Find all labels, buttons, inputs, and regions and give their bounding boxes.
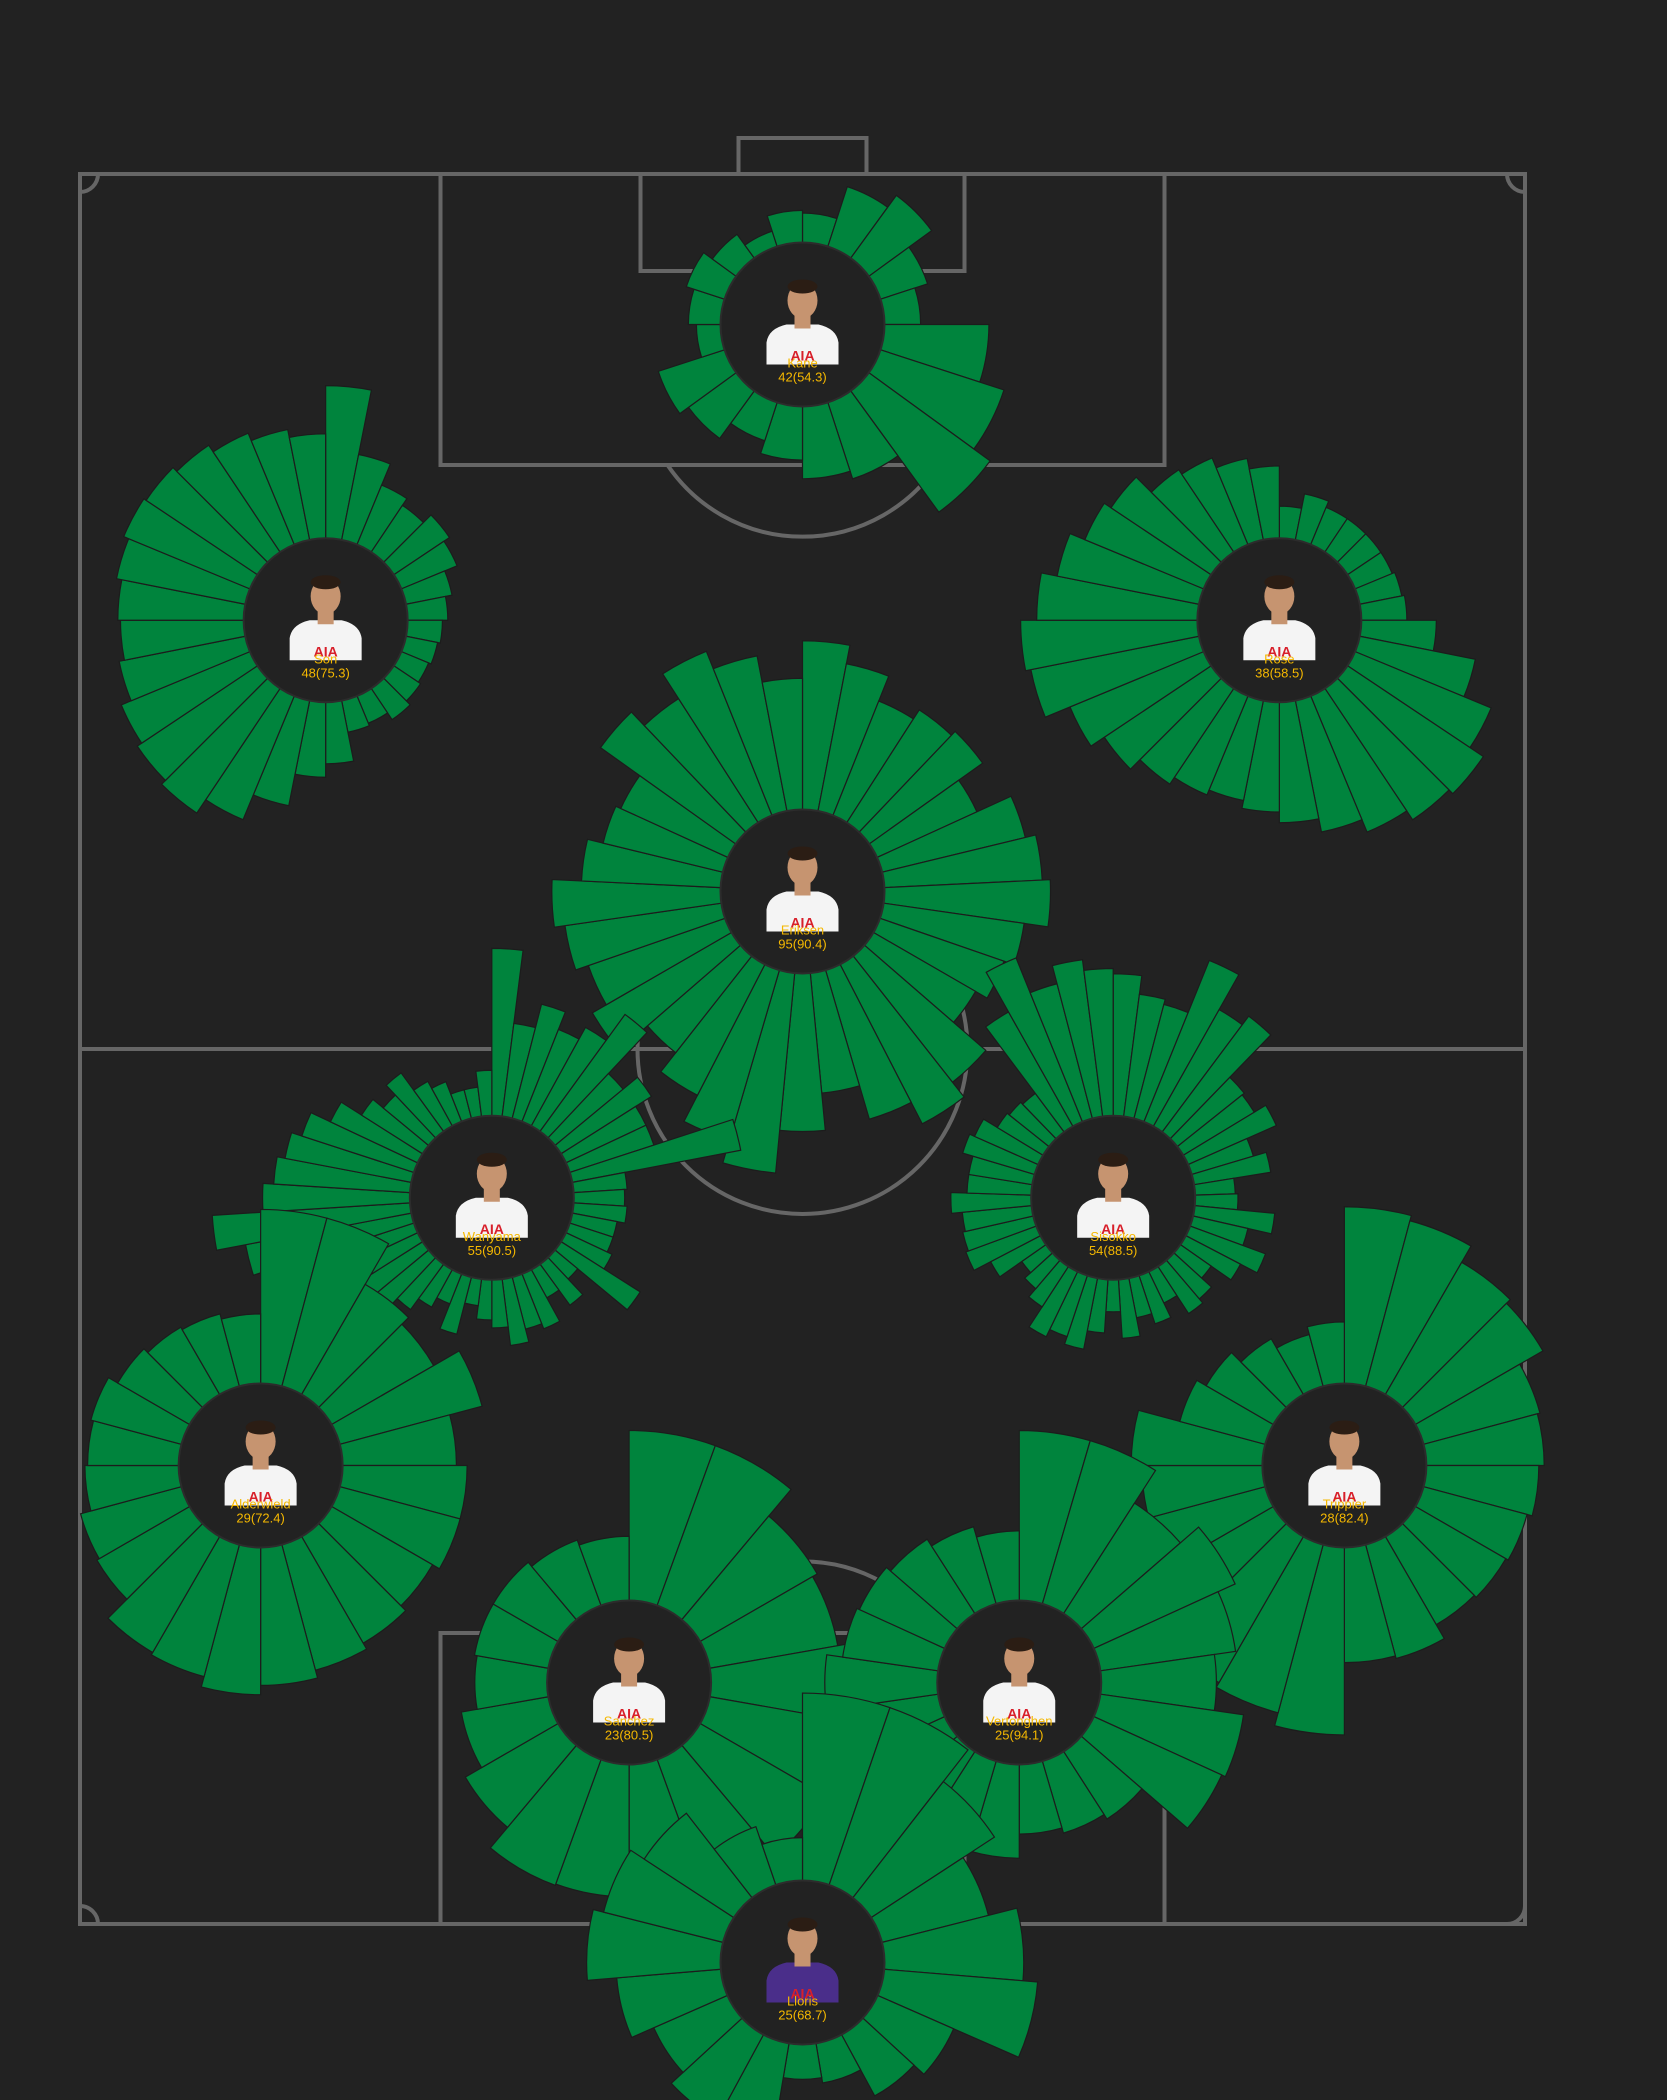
sponsor-logo: AIA (480, 1221, 504, 1237)
player-shirt (1243, 620, 1316, 661)
player-stat: 54(88.5) (1089, 1243, 1137, 1258)
player-neck (621, 1672, 638, 1687)
sponsor-logo: AIA (790, 348, 814, 364)
player-shirt (983, 1682, 1056, 1723)
player-name: Trippier (1323, 1497, 1367, 1512)
player-hair (245, 1420, 276, 1435)
player-name: Wanyama (463, 1229, 522, 1244)
player-neck (1105, 1187, 1122, 1202)
player-stat: 29(72.4) (236, 1511, 284, 1526)
player-stat: 25(94.1) (995, 1728, 1043, 1743)
player-shirt (1308, 1465, 1381, 1506)
player-hair (1264, 575, 1295, 590)
top-goal (736, 136, 869, 176)
player-shirt (593, 1682, 666, 1723)
corner-arc-bottom-right (1506, 1905, 1527, 1926)
top-penalty-arc (665, 463, 940, 539)
player-neck (1271, 610, 1288, 625)
player-avatar: AIA (1077, 1152, 1150, 1238)
radial-bar (782, 2042, 823, 2080)
player-neck (1011, 1672, 1028, 1687)
corner-arc-top-left (79, 173, 100, 194)
player-hair (787, 846, 818, 861)
player-shirt (224, 1465, 297, 1506)
sponsor-logo: AIA (790, 1986, 814, 2002)
sponsor-logo: AIA (1267, 643, 1291, 659)
sponsor-logo: AIA (314, 643, 338, 659)
player-hair (1098, 1152, 1129, 1167)
player-name: Son (314, 651, 337, 666)
player-hair (787, 1917, 818, 1932)
player-hair (476, 1152, 507, 1167)
player-neck (1336, 1455, 1353, 1470)
sponsor-logo: AIA (1332, 1489, 1356, 1505)
player-neck (794, 1952, 811, 1967)
player-avatar: AIA (224, 1420, 297, 1506)
player-avatar: AIA (1308, 1420, 1381, 1506)
corner-arc-bottom-left (79, 1904, 100, 1925)
player-name: Sisokko (1090, 1229, 1136, 1244)
player-neck (794, 881, 811, 896)
player-neck (252, 1455, 269, 1470)
player-shirt (455, 1197, 528, 1238)
player-hair (614, 1637, 645, 1652)
player-stat: 95(90.4) (778, 937, 826, 952)
player-shirt (766, 891, 839, 932)
player-shirt (289, 620, 362, 661)
sponsor-logo: AIA (1007, 1706, 1031, 1722)
player-stat: 23(80.5) (605, 1728, 653, 1743)
sponsor-logo: AIA (249, 1489, 273, 1505)
player-avatar: AIA (983, 1637, 1056, 1723)
player-stat: 48(75.3) (301, 665, 349, 680)
player-name: Rose (1264, 651, 1294, 666)
player-stat: 28(82.4) (1320, 1511, 1368, 1526)
players-layer: AIAKane42(54.3)AIASon48(75.3)AIARose38(5… (79, 185, 1545, 2100)
player-avatar: AIA (289, 575, 362, 661)
player-stat: 25(68.7) (778, 2008, 826, 2023)
corner-arc-top-right (1505, 173, 1526, 194)
player-avatar: AIA (593, 1637, 666, 1723)
player-name: Lloris (787, 1994, 819, 2009)
player-name: Eriksen (781, 923, 824, 938)
player-name: Vertonghen (986, 1714, 1053, 1729)
sponsor-logo: AIA (617, 1706, 641, 1722)
player-stat: 38(58.5) (1255, 665, 1303, 680)
player-hair (787, 279, 818, 294)
player-avatar: AIA (455, 1152, 528, 1238)
player-hair (310, 575, 341, 590)
sponsor-logo: AIA (790, 915, 814, 931)
player-stat: 55(90.5) (468, 1243, 516, 1258)
player-neck (794, 314, 811, 329)
player-hair (1329, 1420, 1360, 1435)
sponsor-logo: AIA (1101, 1221, 1125, 1237)
player-name: Alderwield (231, 1497, 291, 1512)
player-avatar: AIA (766, 279, 839, 365)
player-neck (317, 610, 334, 625)
player-shirt (766, 1962, 839, 2003)
player-name: Kane (787, 356, 817, 371)
player-avatar: AIA (1243, 575, 1316, 661)
player-shirt (766, 324, 839, 365)
player-stat: 42(54.3) (778, 370, 826, 385)
player-avatar: AIA (766, 846, 839, 932)
player-avatar: AIA (766, 1917, 839, 2003)
player-shirt (1077, 1197, 1150, 1238)
player-name: Sanchez (604, 1714, 655, 1729)
player-neck (483, 1187, 500, 1202)
player-hair (1004, 1637, 1035, 1652)
